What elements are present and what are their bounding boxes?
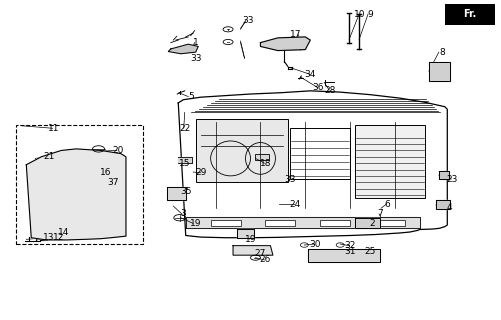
- Bar: [17, 125, 143, 244]
- Polygon shape: [167, 187, 186, 200]
- Text: 14: 14: [58, 228, 69, 237]
- Polygon shape: [436, 200, 450, 209]
- Text: 9: 9: [367, 10, 373, 19]
- Text: 7: 7: [377, 209, 383, 219]
- Polygon shape: [178, 157, 192, 163]
- Text: 21: 21: [43, 152, 55, 161]
- Text: 16: 16: [100, 168, 112, 177]
- Text: 23: 23: [446, 174, 458, 184]
- Polygon shape: [261, 37, 310, 51]
- Bar: [355, 125, 425, 198]
- Text: 31: 31: [344, 247, 356, 257]
- Text: 27: 27: [255, 249, 266, 258]
- Text: 35: 35: [180, 187, 191, 196]
- Polygon shape: [355, 218, 380, 228]
- Text: 1: 1: [193, 38, 198, 47]
- Text: 22: 22: [179, 124, 190, 133]
- Bar: [256, 154, 270, 160]
- Text: 8: 8: [439, 48, 445, 57]
- Text: 18: 18: [260, 159, 271, 168]
- Text: 30: 30: [310, 240, 321, 249]
- Text: 15: 15: [179, 159, 190, 168]
- Bar: [431, 66, 433, 78]
- Text: 17: 17: [290, 30, 301, 39]
- Text: 13: 13: [43, 233, 55, 242]
- Text: 6: 6: [385, 200, 390, 209]
- Polygon shape: [186, 217, 420, 228]
- FancyBboxPatch shape: [445, 4, 494, 25]
- Polygon shape: [178, 91, 447, 238]
- Bar: [438, 66, 440, 78]
- Text: 2: 2: [370, 219, 375, 228]
- Text: 36: 36: [312, 83, 324, 92]
- Bar: [445, 66, 447, 78]
- Text: 3: 3: [180, 209, 186, 219]
- Text: Fr.: Fr.: [463, 9, 476, 20]
- Bar: [434, 66, 437, 78]
- Text: 28: 28: [325, 86, 336, 95]
- Text: 20: 20: [113, 146, 124, 155]
- Polygon shape: [26, 149, 126, 240]
- Bar: [210, 220, 240, 226]
- Polygon shape: [233, 246, 273, 255]
- Text: 32: 32: [345, 241, 356, 250]
- Text: 24: 24: [290, 200, 301, 209]
- Polygon shape: [168, 44, 198, 54]
- Bar: [441, 66, 444, 78]
- Text: 5: 5: [188, 92, 193, 101]
- Text: 25: 25: [364, 247, 376, 257]
- Polygon shape: [439, 171, 449, 179]
- Text: 33: 33: [190, 54, 201, 63]
- Text: 33: 33: [242, 16, 254, 25]
- Bar: [196, 119, 288, 182]
- Text: 11: 11: [48, 124, 60, 133]
- Text: 4: 4: [447, 203, 452, 212]
- Polygon shape: [308, 250, 380, 261]
- Text: 12: 12: [53, 233, 64, 242]
- Text: 34: 34: [305, 70, 316, 79]
- Polygon shape: [429, 62, 450, 81]
- Bar: [266, 220, 296, 226]
- Polygon shape: [236, 229, 255, 238]
- Text: 19: 19: [190, 219, 201, 228]
- Text: 10: 10: [354, 10, 366, 19]
- Bar: [291, 128, 350, 179]
- Text: 29: 29: [195, 168, 206, 177]
- Bar: [320, 220, 350, 226]
- Text: 19: 19: [245, 235, 256, 244]
- Text: 37: 37: [108, 178, 119, 187]
- Text: 26: 26: [260, 255, 271, 264]
- Bar: [375, 220, 405, 226]
- Text: 33: 33: [285, 174, 296, 184]
